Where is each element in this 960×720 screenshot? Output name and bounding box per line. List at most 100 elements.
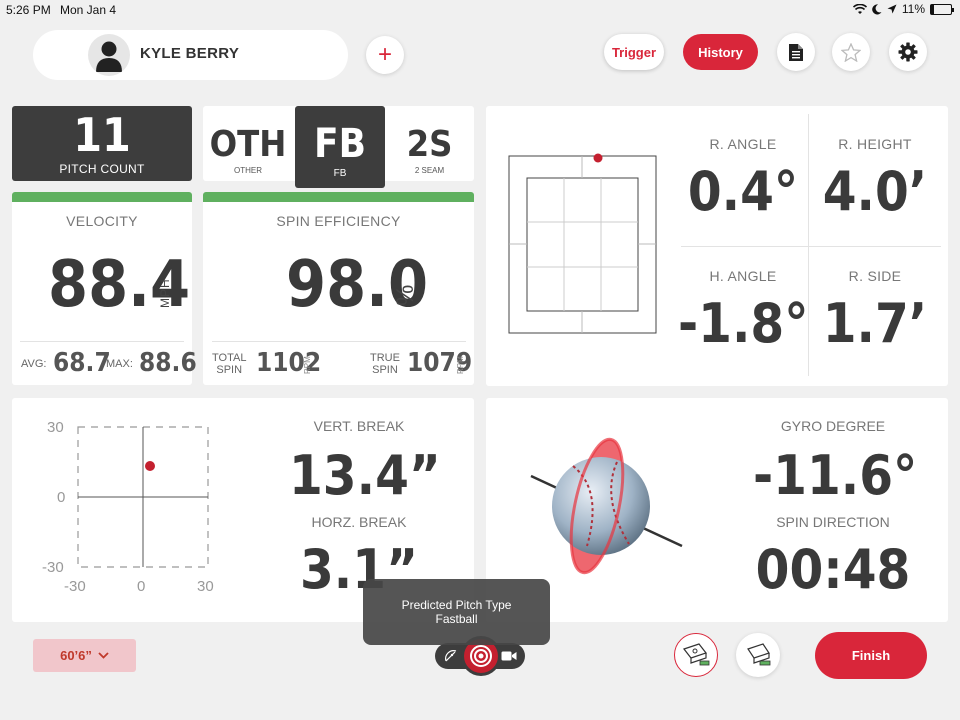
vert-break-value: 13.4” [289,444,441,507]
report-button[interactable] [777,33,815,71]
user-name: KYLE BERRY [140,45,240,62]
h-angle-value: -1.8° [678,292,809,355]
user-avatar-icon [96,41,122,72]
pitch-type-label: 2 SEAM [414,166,445,175]
user-profile-pill[interactable] [33,30,348,80]
device-icon [683,643,710,666]
break-axis-y-top: 30 [47,419,64,436]
favorite-button[interactable] [832,33,870,71]
r-side-value: 1.7’ [822,292,928,355]
pitch-type-code: OTH [209,124,287,165]
chevron-down-icon [98,652,109,659]
break-axis-x-right: 30 [197,578,214,595]
true-spin-value: 1079 [407,348,473,378]
video-icon[interactable] [501,650,517,662]
status-time: 5:26 PM [6,3,51,17]
location-icon [887,4,897,14]
r-angle-value: 0.4° [687,160,799,223]
wifi-icon [852,3,867,14]
status-date: Mon Jan 4 [60,3,117,17]
break-axis-y-mid: 0 [57,489,66,506]
battery-percent: 11% [901,2,925,16]
pitch-type-code: 2S [406,124,453,165]
radar-device-button[interactable] [674,633,718,677]
pitch-type-selector: OTH OTHER 2S 2 SEAM FB FB [203,106,474,188]
gyro-degree-label: GYRO DEGREE [780,418,886,434]
pitch-count-value: 11 [73,108,131,162]
status-indicators: 11% [852,2,954,16]
spin-direction-value: 00:48 [755,538,911,601]
moon-icon [872,3,882,14]
device-icon [747,643,771,666]
break-axis-y-bottom: -30 [42,559,64,576]
spin-direction-label: SPIN DIRECTION [776,514,890,530]
r-height-label: R. HEIGHT [838,136,912,152]
record-icon [470,645,492,667]
total-spin-unit: RPM [303,356,312,374]
baseball-spin-visual [530,437,683,575]
toast-title: Predicted Pitch Type [401,598,512,612]
total-spin-label: TOTAL SPIN [212,352,246,376]
radar-icon[interactable] [443,648,459,664]
velocity-avg-label: AVG: [21,358,47,370]
vert-break-label: VERT. BREAK [313,418,405,434]
tab-pitch-fastball[interactable]: FB FB [295,106,385,188]
true-spin-label-line1: TRUE [370,352,400,364]
break-plot [77,426,209,568]
pitch-type-label: OTHER [234,166,262,175]
total-spin-value: 1102 [256,348,322,378]
spin-efficiency-value: 98.0 [286,248,429,322]
true-spin-label: TRUE SPIN [370,352,400,376]
gyro-degree-value: -11.6° [753,444,918,507]
history-button[interactable]: History [683,34,758,70]
camera-device-button[interactable] [736,633,780,677]
spin-efficiency-title: SPIN EFFICIENCY [276,213,401,229]
toast-value: Fastball [435,612,478,626]
add-player-button[interactable]: + [366,36,404,74]
tab-pitch-other[interactable]: OTH OTHER [203,106,293,181]
trigger-button[interactable]: Trigger [604,34,664,70]
velocity-unit: MPH [158,278,172,308]
divider [681,246,941,247]
total-spin-label-line1: TOTAL [212,352,247,364]
pitch-type-label: FB [333,168,347,179]
r-height-value: 4.0’ [822,160,928,223]
horz-break-label: HORZ. BREAK [311,514,407,530]
predicted-pitch-toast: Predicted Pitch Type Fastball [363,579,550,645]
r-side-label: R. SIDE [848,268,902,284]
document-icon [789,43,803,61]
velocity-value: 88.4 [48,248,191,322]
spin-efficiency-card [203,192,474,385]
battery-icon [930,3,954,15]
velocity-max-value: 88.6 [139,348,197,378]
velocity-card [12,192,192,385]
divider [212,341,466,342]
distance-value: 60’6” [60,648,92,663]
true-spin-unit: RPM [456,356,465,374]
distance-select[interactable]: 60’6” [33,639,136,672]
settings-button[interactable] [889,33,927,71]
avatar[interactable] [88,34,130,76]
pitch-count-label: PITCH COUNT [59,162,145,176]
true-spin-label-line2: SPIN [372,364,398,376]
tab-pitch-2-seam[interactable]: 2S 2 SEAM [385,106,474,181]
gear-icon [898,42,918,62]
break-axis-x-mid: 0 [137,578,146,595]
release-point-marker [593,153,603,163]
r-angle-label: R. ANGLE [709,136,777,152]
star-icon [841,42,861,62]
divider [808,114,809,376]
release-point-diagram [508,153,657,334]
divider [20,341,184,342]
break-point-marker [145,461,155,471]
total-spin-label-line2: SPIN [216,364,243,376]
spin-efficiency-unit: % [392,284,419,306]
h-angle-label: H. ANGLE [709,268,777,284]
pitch-count-card [12,106,192,181]
break-axis-x-left: -30 [64,578,86,595]
velocity-avg-value: 68.7 [53,348,111,378]
velocity-max-label: MAX: [106,358,133,370]
pitch-type-code: FB [313,121,366,167]
velocity-title: VELOCITY [66,213,138,229]
finish-button[interactable]: Finish [815,632,927,679]
